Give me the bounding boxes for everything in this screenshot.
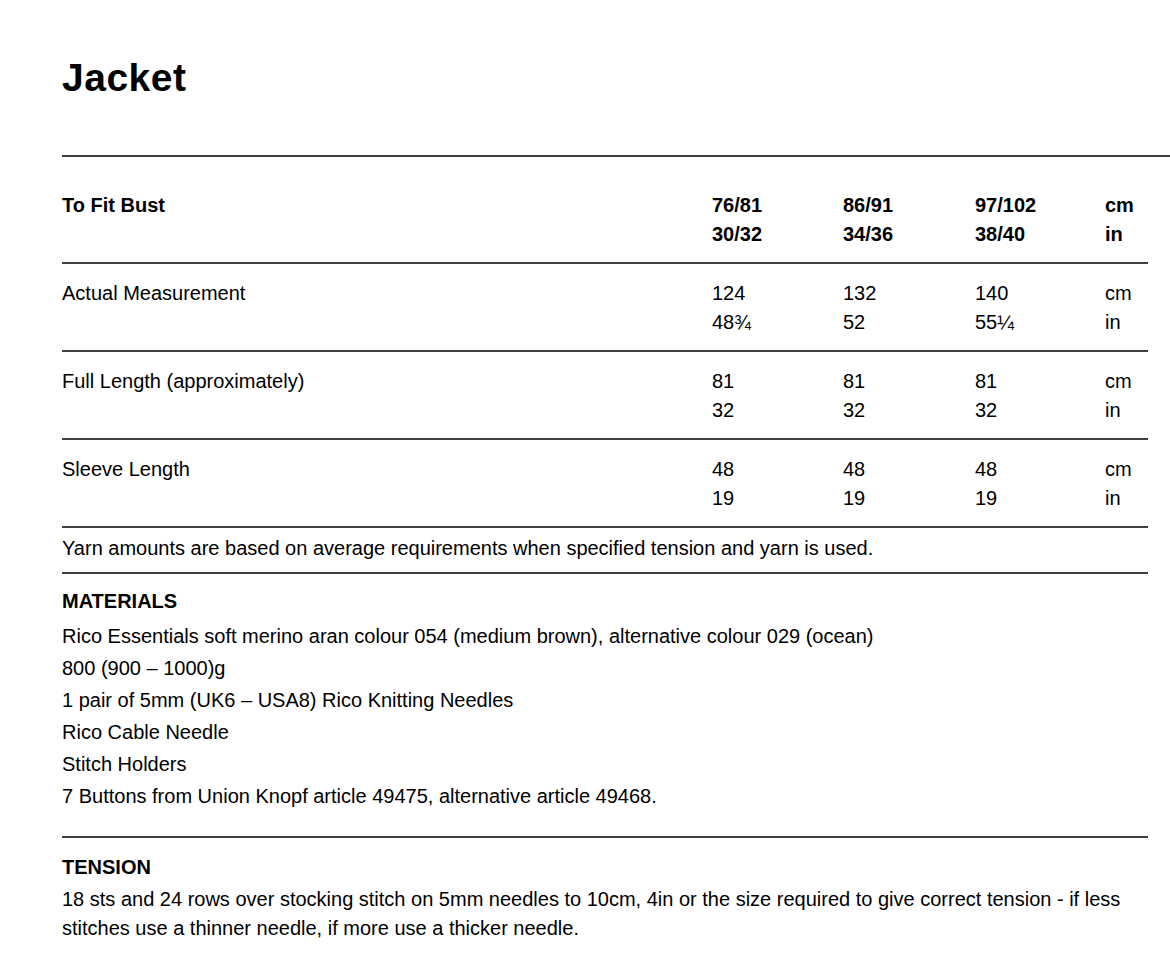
page-title: Jacket [62, 57, 1170, 99]
size-value: 48 19 [843, 455, 975, 513]
pattern-page: Jacket To Fit Bust 76/81 30/32 86/91 34/… [0, 57, 1170, 943]
value-cm: 48 [975, 455, 1105, 484]
value-in: 19 [843, 484, 975, 513]
value-cm: 140 [975, 279, 1105, 308]
header-size-2: 86/91 34/36 [843, 191, 975, 249]
size-value: 140 55¼ [975, 279, 1105, 337]
value-cm: 81 [975, 367, 1105, 396]
size-value: 81 32 [843, 367, 975, 425]
header-size-3-cm: 97/102 [975, 191, 1105, 220]
header-size-3-in: 38/40 [975, 220, 1105, 249]
table-row-actual-measurement: Actual Measurement 124 48¾ 132 52 140 55… [62, 264, 1148, 352]
header-size-1-cm: 76/81 [712, 191, 843, 220]
value-cm: 132 [843, 279, 975, 308]
materials-item: 800 (900 – 1000)g [62, 652, 1170, 684]
materials-list: Rico Essentials soft merino aran colour … [62, 620, 1170, 812]
materials-heading: MATERIALS [62, 587, 1170, 616]
value-in: 19 [975, 484, 1105, 513]
size-table: To Fit Bust 76/81 30/32 86/91 34/36 97/1… [62, 157, 1148, 528]
unit-in: in [1105, 484, 1148, 513]
size-value: 81 32 [712, 367, 843, 425]
value-cm: 81 [712, 367, 843, 396]
value-cm: 48 [712, 455, 843, 484]
tension-heading: TENSION [62, 853, 1170, 882]
value-in: 48¾ [712, 308, 843, 337]
row-label: Sleeve Length [62, 455, 712, 513]
header-size-2-in: 34/36 [843, 220, 975, 249]
size-value: 81 32 [975, 367, 1105, 425]
size-value: 132 52 [843, 279, 975, 337]
row-label: Full Length (approximately) [62, 367, 712, 425]
materials-item: Rico Cable Needle [62, 716, 1170, 748]
materials-item: 7 Buttons from Union Knopf article 49475… [62, 780, 1170, 812]
header-size-1: 76/81 30/32 [712, 191, 843, 249]
header-unit-cm: cm [1105, 191, 1148, 220]
materials-item: Rico Essentials soft merino aran colour … [62, 620, 1170, 652]
header-size-3: 97/102 38/40 [975, 191, 1105, 249]
value-in: 32 [843, 396, 975, 425]
header-size-2-cm: 86/91 [843, 191, 975, 220]
table-row-full-length: Full Length (approximately) 81 32 81 32 … [62, 352, 1148, 440]
materials-item: Stitch Holders [62, 748, 1170, 780]
value-in: 32 [712, 396, 843, 425]
section-divider [62, 836, 1148, 838]
value-in: 52 [843, 308, 975, 337]
size-value: 48 19 [975, 455, 1105, 513]
header-unit: cm in [1105, 191, 1148, 249]
row-label: Actual Measurement [62, 279, 712, 337]
table-row-sleeve-length: Sleeve Length 48 19 48 19 48 19 cm in [62, 440, 1148, 528]
size-value: 124 48¾ [712, 279, 843, 337]
tension-section: TENSION 18 sts and 24 rows over stocking… [62, 853, 1170, 943]
size-value: 48 19 [712, 455, 843, 513]
table-header-row: To Fit Bust 76/81 30/32 86/91 34/36 97/1… [62, 157, 1148, 264]
yarn-note: Yarn amounts are based on average requir… [62, 528, 1148, 574]
value-in: 19 [712, 484, 843, 513]
unit-cm: cm [1105, 455, 1148, 484]
unit-cm: cm [1105, 279, 1148, 308]
unit-cell: cm in [1105, 279, 1148, 337]
value-in: 32 [975, 396, 1105, 425]
value-in: 55¼ [975, 308, 1105, 337]
unit-cell: cm in [1105, 455, 1148, 513]
materials-section: MATERIALS Rico Essentials soft merino ar… [62, 587, 1170, 812]
header-unit-in: in [1105, 220, 1148, 249]
value-cm: 48 [843, 455, 975, 484]
unit-in: in [1105, 396, 1148, 425]
value-cm: 81 [843, 367, 975, 396]
tension-text: 18 sts and 24 rows over stocking stitch … [62, 885, 1157, 943]
header-size-1-in: 30/32 [712, 220, 843, 249]
unit-cm: cm [1105, 367, 1148, 396]
header-label: To Fit Bust [62, 191, 712, 249]
unit-in: in [1105, 308, 1148, 337]
unit-cell: cm in [1105, 367, 1148, 425]
materials-item: 1 pair of 5mm (UK6 – USA8) Rico Knitting… [62, 684, 1170, 716]
value-cm: 124 [712, 279, 843, 308]
